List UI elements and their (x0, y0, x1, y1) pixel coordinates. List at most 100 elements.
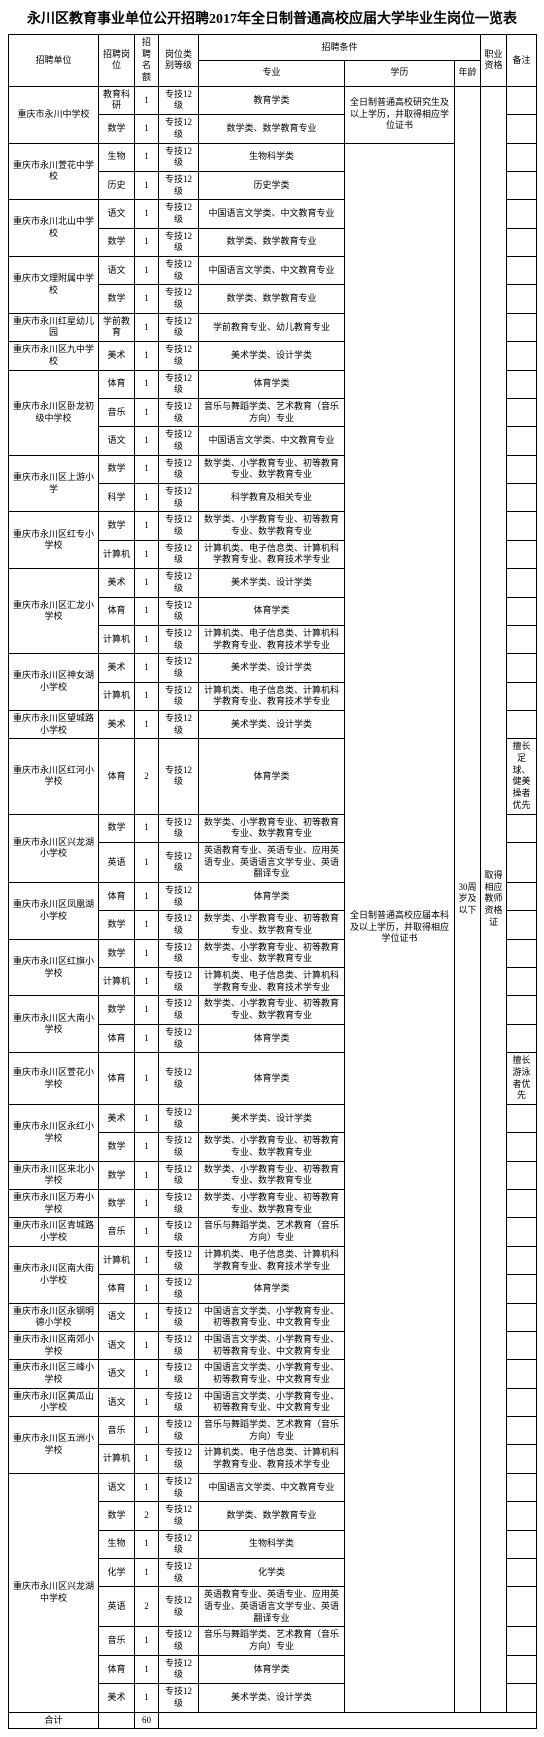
cell-post: 体育 (99, 1655, 135, 1683)
cell-unit: 重庆市永川区红旗小学校 (9, 939, 99, 996)
cell-num: 2 (135, 1502, 159, 1530)
cell-major: 体育学类 (199, 1024, 345, 1052)
cell-note (507, 1530, 537, 1558)
cell-note: 擅长游泳者优先 (507, 1053, 537, 1105)
cell-post: 数学 (99, 455, 135, 483)
cell-post: 生物 (99, 143, 135, 171)
cell-level: 专技12级 (159, 1104, 199, 1132)
cell-major: 计算机类、电子信息类、计算机科学教育专业、教育技术学专业 (199, 1445, 345, 1473)
cell-num: 1 (135, 1161, 159, 1189)
cell-num: 1 (135, 200, 159, 228)
cell-post: 体育 (99, 882, 135, 910)
cell-major: 数学类、小学教育专业、初等教育专业、数学教育专业 (199, 1133, 345, 1161)
cell-num: 1 (135, 1275, 159, 1303)
cell-num: 1 (135, 1655, 159, 1683)
cell-level: 专技12级 (159, 1587, 199, 1627)
cell-post: 数学 (99, 512, 135, 540)
cell-num: 1 (135, 1360, 159, 1388)
cell-level: 专技12级 (159, 398, 199, 426)
cell-post: 数学 (99, 1190, 135, 1218)
cell-note (507, 1655, 537, 1683)
cell-level: 专技12级 (159, 939, 199, 967)
cell-num: 1 (135, 427, 159, 455)
cell-note: 擅长足球、健美操者优先 (507, 739, 537, 814)
cell-level: 专技12级 (159, 711, 199, 739)
cell-major: 美术学类、设计学类 (199, 569, 345, 597)
cell-note (507, 86, 537, 114)
cell-note (507, 1558, 537, 1586)
cell-num: 1 (135, 625, 159, 653)
total-row: 合计 60 (9, 1712, 537, 1729)
h-num: 招聘名额 (135, 35, 159, 87)
cell-level: 专技12级 (159, 1445, 199, 1473)
cell-post: 音乐 (99, 398, 135, 426)
cell-level: 专技12级 (159, 115, 199, 143)
cell-level: 专技12级 (159, 143, 199, 171)
cell-num: 1 (135, 342, 159, 370)
cell-level: 专技12级 (159, 682, 199, 710)
cell-unit: 重庆市永川区南郊小学校 (9, 1331, 99, 1359)
h-level: 岗位类别等级 (159, 35, 199, 87)
cell-num: 1 (135, 1190, 159, 1218)
cell-num: 1 (135, 115, 159, 143)
cell-major: 数学类、小学教育专业、初等教育专业、数学教育专业 (199, 911, 345, 939)
cell-major: 体育学类 (199, 597, 345, 625)
cell-post: 数学 (99, 1161, 135, 1189)
cell-num: 1 (135, 285, 159, 313)
cell-post: 语文 (99, 1388, 135, 1416)
cell-level: 专技12级 (159, 512, 199, 540)
h-unit: 招聘单位 (9, 35, 99, 87)
cell-note (507, 569, 537, 597)
cell-major: 数学类、小学教育专业、初等教育专业、数学教育专业 (199, 512, 345, 540)
cell-post: 语文 (99, 1303, 135, 1331)
cell-note (507, 285, 537, 313)
cell-post: 美术 (99, 1104, 135, 1132)
cell-unit: 重庆市永川区黄瓜山小学校 (9, 1388, 99, 1416)
cell-post: 计算机 (99, 968, 135, 996)
cell-major: 数学类、数学教育专业 (199, 115, 345, 143)
cell-note (507, 540, 537, 568)
cell-num: 1 (135, 1331, 159, 1359)
cell-post: 生物 (99, 1530, 135, 1558)
cell-note (507, 1161, 537, 1189)
cell-major: 数学类、数学教育专业 (199, 1502, 345, 1530)
cell-level: 专技12级 (159, 257, 199, 285)
cell-unit: 重庆市永川萱花中学校 (9, 143, 99, 200)
cell-num: 1 (135, 1133, 159, 1161)
cell-major: 体育学类 (199, 1053, 345, 1105)
cell-note (507, 143, 537, 171)
cell-note (507, 1331, 537, 1359)
cell-major: 中国语言文学类、中文教育专业 (199, 200, 345, 228)
cell-note (507, 968, 537, 996)
cell-level: 专技12级 (159, 1053, 199, 1105)
cell-post: 体育 (99, 1024, 135, 1052)
cell-post: 计算机 (99, 1246, 135, 1274)
cell-post: 语文 (99, 1331, 135, 1359)
cell-note (507, 1417, 537, 1445)
cell-note (507, 257, 537, 285)
cell-note (507, 1445, 537, 1473)
cell-major: 音乐与舞蹈学类、艺术教育（音乐方向）专业 (199, 1218, 345, 1246)
cell-unit: 重庆市永川区凤凰湖小学校 (9, 882, 99, 939)
cell-num: 1 (135, 711, 159, 739)
cell-num: 1 (135, 370, 159, 398)
cell-major: 教育学类 (199, 86, 345, 114)
cell-post: 数学 (99, 939, 135, 967)
cell-post: 数学 (99, 115, 135, 143)
cell-level: 专技12级 (159, 1627, 199, 1655)
cell-level: 专技12级 (159, 739, 199, 814)
cell-edu-grad: 全日制普通高校研究生及以上学历，并取得相应学位证书 (345, 86, 455, 143)
cell-post: 语文 (99, 1473, 135, 1501)
cell-note (507, 842, 537, 882)
cell-note (507, 171, 537, 199)
cell-post: 学前教育 (99, 313, 135, 341)
cell-major: 生物科学类 (199, 1530, 345, 1558)
cell-major: 数学类、数学教育专业 (199, 228, 345, 256)
cell-level: 专技12级 (159, 484, 199, 512)
cell-unit: 重庆市永川区来北小学校 (9, 1161, 99, 1189)
cell-note (507, 1218, 537, 1246)
cell-level: 专技12级 (159, 1161, 199, 1189)
cell-post: 计算机 (99, 1445, 135, 1473)
cell-note (507, 1360, 537, 1388)
cell-unit: 重庆市永川区万寿小学校 (9, 1190, 99, 1218)
